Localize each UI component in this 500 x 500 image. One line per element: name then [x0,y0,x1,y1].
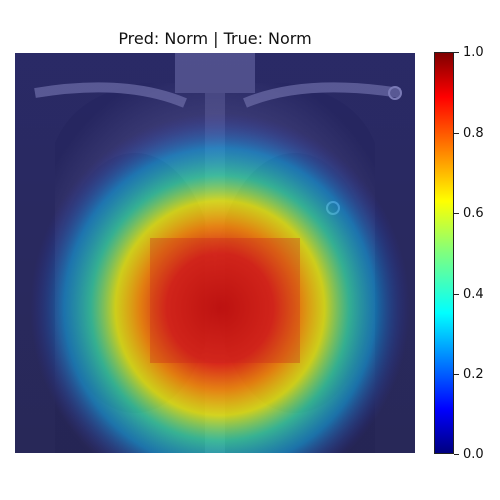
colorbar-tick [454,133,459,134]
colorbar [434,52,454,454]
colorbar-tick-label: 0.2 [463,367,484,382]
heatmap-region [30,113,410,453]
colorbar-tick-label: 0.6 [463,206,484,221]
colorbar-tick [454,52,459,53]
colorbar-tick-label: 0.8 [463,126,484,141]
xray-heatmap-svg [15,53,415,453]
colorbar-tick [454,454,459,455]
xray-heatmap-image [15,53,415,453]
colorbar-tick-label: 1.0 [463,45,484,60]
colorbar-tick [454,294,459,295]
colorbar-tick [454,374,459,375]
colorbar-tick-label: 0.0 [463,447,484,462]
colorbar-tick [454,213,459,214]
heatmap-peak [150,238,300,363]
colorbar-tick-label: 0.4 [463,287,484,302]
figure-title: Pred: Norm | True: Norm [118,29,312,48]
